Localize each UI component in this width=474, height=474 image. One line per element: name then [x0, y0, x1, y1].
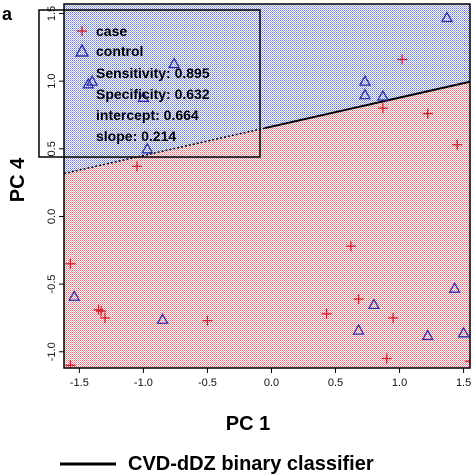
legend-specificity: Specificity: 0.632 — [96, 86, 210, 102]
case-point — [377, 103, 388, 114]
x-tick-label: -1.5 — [70, 377, 89, 389]
y-tick-label: 1.0 — [46, 73, 58, 88]
case-point — [96, 306, 107, 317]
case-point — [452, 139, 463, 150]
case-point — [65, 258, 76, 269]
x-axis: -1.5 -1.0 -0.5 0.0 0.5 1.0 1.5 — [70, 368, 471, 389]
y-tick-label: -0.5 — [46, 275, 58, 294]
case-point — [99, 312, 110, 323]
y-tick-label: 0.5 — [46, 141, 58, 156]
control-point — [440, 11, 454, 23]
x-tick-label: 0.0 — [264, 377, 279, 389]
case-point — [345, 241, 356, 252]
x-tick-label: 0.5 — [328, 377, 343, 389]
case-point — [422, 108, 433, 119]
case-point — [93, 304, 104, 315]
control-decision-region — [64, 4, 470, 174]
control-point — [367, 298, 381, 310]
legend-box — [38, 9, 261, 158]
control-point — [156, 312, 169, 324]
legend-case-marker — [77, 26, 87, 36]
y-tick-label: 0.0 — [46, 209, 58, 224]
control-point — [421, 329, 434, 341]
case-point — [321, 308, 332, 319]
x-tick-label: -0.5 — [198, 377, 217, 389]
legend-case-label: case — [96, 23, 127, 39]
control-point — [457, 326, 470, 338]
plot-frame — [63, 3, 471, 369]
control-point — [352, 323, 365, 335]
classifier-line — [264, 80, 470, 130]
case-point — [65, 360, 76, 368]
y-axis: -1.0 -0.5 0.0 0.5 1.0 1.5 — [46, 6, 64, 361]
case-point — [202, 315, 213, 326]
control-point — [358, 74, 372, 86]
case-point — [132, 161, 143, 172]
y-axis-title: PC 4 — [7, 157, 29, 202]
x-tick-label: 1.0 — [392, 377, 407, 389]
case-point — [397, 54, 408, 65]
case-point — [381, 353, 392, 364]
control-point — [448, 281, 461, 293]
case-point — [353, 293, 364, 304]
caption: CVD-dDZ binary classifier — [60, 453, 374, 474]
case-point — [388, 312, 399, 323]
case-decision-region — [64, 81, 470, 368]
legend: case control Sensitivity: 0.895 Specific… — [38, 9, 261, 158]
case-point — [465, 356, 470, 367]
control-point — [82, 77, 95, 89]
control-point — [141, 142, 154, 154]
y-tick-label: -1.0 — [46, 342, 58, 361]
legend-control-label: control — [96, 43, 143, 59]
legend-control-marker — [74, 43, 90, 57]
control-point — [358, 88, 372, 100]
x-axis-title: PC 1 — [226, 413, 270, 435]
caption-text: CVD-dDZ binary classifier — [128, 453, 374, 474]
panel-label: a — [2, 4, 13, 24]
control-point — [137, 91, 150, 103]
x-tick-label: 1.5 — [456, 377, 471, 389]
y-tick-label: 1.5 — [46, 6, 58, 21]
plot-area — [64, 4, 470, 368]
control-point — [376, 89, 390, 101]
x-tick-label: -1.0 — [134, 377, 153, 389]
control-point — [68, 289, 81, 301]
control-point — [168, 57, 181, 69]
data-points — [65, 11, 470, 368]
legend-intercept: intercept: 0.664 — [96, 107, 199, 123]
legend-sensitivity: Sensitivity: 0.895 — [96, 65, 210, 81]
control-point — [86, 74, 99, 86]
legend-slope: slope: 0.214 — [96, 128, 176, 144]
